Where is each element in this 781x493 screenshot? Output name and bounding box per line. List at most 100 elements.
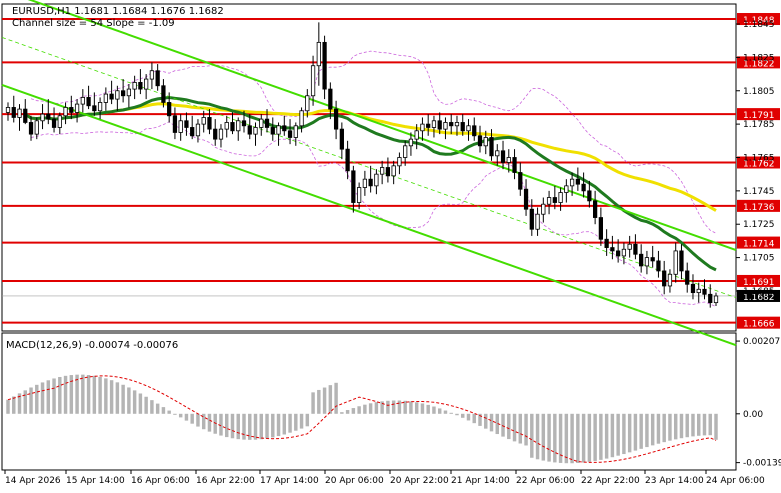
x-tick-label: 22 Apr 06:00 (516, 476, 575, 486)
candle-bull (17, 108, 22, 118)
bollinger-lower (30, 121, 717, 307)
candle-bear (437, 120, 442, 130)
candle-bull (132, 82, 137, 90)
macd-bar (461, 413, 465, 418)
candle-bear (322, 41, 327, 90)
macd-bar (455, 413, 459, 416)
macd-bar (420, 403, 425, 414)
macd-bar (276, 413, 281, 437)
macd-bar (524, 413, 528, 446)
macd-panel-frame (1, 332, 737, 471)
current-price-label: 1.1682 (743, 293, 775, 303)
level-tag-label: 1.1791 (743, 111, 775, 121)
candle-bull (564, 185, 569, 193)
macd-bar (443, 410, 448, 414)
macd-bar (599, 413, 603, 460)
candle-bull (644, 257, 650, 267)
level-tag (737, 199, 780, 212)
candle-bear (690, 283, 696, 294)
x-tick-label: 22 Apr 22:00 (581, 476, 640, 486)
macd-bar (40, 382, 45, 414)
level-tag (737, 156, 780, 169)
macd-bar (581, 413, 586, 463)
candle-bull (667, 273, 673, 287)
y-tick-label: 1.1845 (743, 20, 775, 30)
macd-bar (86, 375, 91, 414)
candle-bear (46, 113, 51, 120)
y-tick-label: 1.1745 (743, 187, 775, 197)
macd-bar (357, 406, 361, 414)
macd-bar (299, 413, 304, 429)
x-tick-label: 16 Apr 22:00 (196, 476, 255, 486)
y-tick-label: 1.1685 (743, 287, 775, 297)
macd-bar (161, 407, 166, 414)
candle-bear (575, 178, 580, 185)
macd-bar (190, 413, 194, 424)
macd-bar (173, 413, 177, 415)
y-tick-label: 1.1765 (743, 153, 775, 163)
candle-bear (328, 88, 333, 110)
candle-bull (236, 120, 241, 132)
candle-bull (276, 125, 281, 135)
candle-bull (144, 78, 149, 90)
candle-bear (213, 128, 218, 140)
main-panel-frame (1, 3, 737, 332)
x-tick-label: 16 Apr 06:00 (131, 476, 190, 486)
macd-bar (495, 413, 499, 435)
candle-bull (218, 128, 224, 140)
candle-bear (656, 260, 661, 272)
x-tick-label: 24 Apr 06:00 (706, 476, 765, 486)
macd-bar (409, 401, 413, 414)
candle-bear (512, 157, 517, 173)
macd-bar (553, 413, 557, 463)
macd-bar (178, 413, 183, 418)
candle-bull (253, 127, 258, 135)
candle-bear (685, 270, 690, 285)
macd-bar (650, 413, 655, 446)
candle-bull (420, 123, 425, 132)
macd-bar (501, 413, 505, 437)
macd-bar (622, 413, 626, 455)
x-tick-label: 20 Apr 22:00 (390, 476, 449, 486)
macd-bar (75, 374, 79, 414)
candle-bear (109, 93, 114, 100)
candle-bear (460, 122, 465, 132)
candle-bull (408, 138, 414, 147)
candle-bull (74, 103, 80, 113)
macd-bar (610, 413, 615, 458)
candle-bear (518, 172, 523, 190)
candle-bull (558, 192, 563, 203)
macd-bar (403, 400, 407, 414)
macd-bar (52, 378, 56, 414)
candle-bear (552, 197, 557, 203)
candle-bull (713, 295, 719, 304)
candle-bear (587, 190, 592, 202)
y-tick-label: 1.1725 (743, 220, 775, 230)
macd-bar (673, 413, 678, 440)
macd-bar (679, 413, 684, 439)
level-tag (737, 108, 780, 121)
macd-bar (121, 384, 125, 414)
candle-bear (167, 102, 172, 117)
candle-bear (92, 105, 97, 112)
candle-bull (293, 125, 298, 138)
y-tick-label: 1.1805 (743, 87, 775, 97)
candle-bear (120, 90, 126, 97)
candle-bear (477, 135, 483, 147)
macd-bar (466, 413, 471, 421)
x-tick-label: 23 Apr 14:00 (645, 476, 704, 486)
candle-bull (391, 165, 396, 177)
candle-bull (224, 122, 229, 130)
candle-bull (356, 187, 362, 203)
candle-bull (103, 93, 108, 103)
candle-bull (673, 250, 678, 275)
macd-bar (294, 413, 298, 431)
candle-bear (598, 217, 604, 240)
candle-bear (86, 97, 91, 107)
level-tag (737, 274, 780, 287)
level-tag (737, 13, 780, 26)
macd-bar (697, 413, 701, 436)
candle-bull (201, 117, 206, 125)
macd-bar (391, 400, 396, 414)
